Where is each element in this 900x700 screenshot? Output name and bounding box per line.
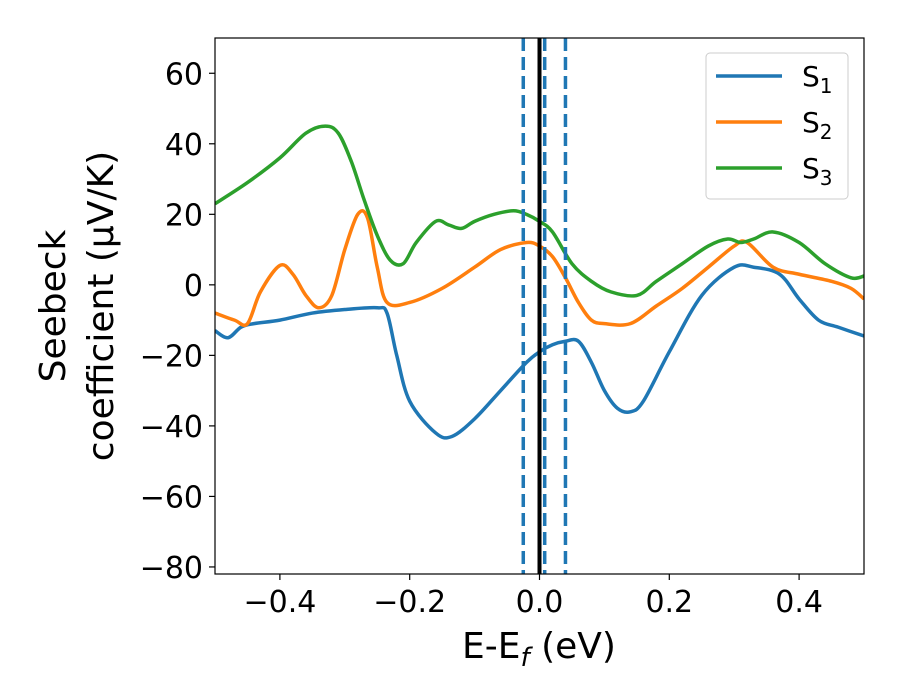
y-tick-label: −20 — [140, 339, 203, 374]
series-layer — [215, 124, 864, 440]
legend-box — [705, 52, 849, 200]
y-axis-title-line1: Seebeck — [33, 229, 74, 382]
legend-label-s3: S3 — [802, 152, 833, 190]
x-axis-title: E-Ef (eV) — [462, 626, 616, 673]
legend: S1 S2 S3 — [705, 52, 849, 200]
x-tick-label: 0.4 — [775, 585, 823, 620]
y-axis-title: Seebeck coefficient (μV/K) — [33, 151, 122, 461]
y-tick-label: 0 — [184, 269, 203, 304]
y-axis-title-line2: coefficient (μV/K) — [81, 151, 122, 461]
y-tick-label: −40 — [140, 410, 203, 445]
y-tick-label: 40 — [165, 128, 203, 163]
series-line-s1 — [215, 263, 864, 440]
series-line-s3 — [215, 124, 864, 298]
y-tick-label: −60 — [140, 480, 203, 515]
y-axis: −80 −60 −40 −20 0 20 40 60 — [140, 57, 215, 586]
x-tick-label: −0.2 — [373, 585, 446, 620]
x-tick-label: −0.4 — [243, 585, 316, 620]
legend-label-s2: S2 — [802, 106, 833, 144]
y-tick-label: 60 — [165, 57, 203, 92]
x-tick-label: 0.2 — [645, 585, 693, 620]
x-tick-label: 0.0 — [516, 585, 564, 620]
x-axis: −0.4 −0.2 0.0 0.2 0.4 — [243, 574, 823, 620]
legend-label-s1: S1 — [802, 60, 833, 98]
vertical-markers-layer — [521, 38, 568, 574]
y-tick-label: −80 — [140, 551, 203, 586]
y-tick-label: 20 — [165, 198, 203, 233]
series-line-s2 — [215, 209, 864, 328]
